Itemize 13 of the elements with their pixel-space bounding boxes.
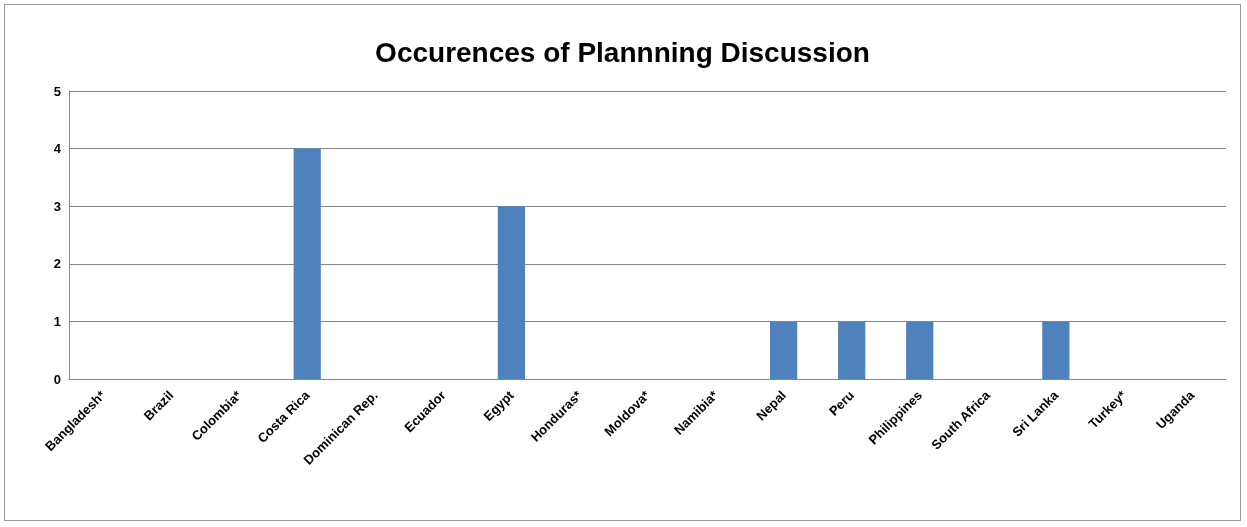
y-tick-label: 3 xyxy=(53,198,61,214)
y-tick-label: 4 xyxy=(53,141,62,157)
bar xyxy=(293,148,321,379)
y-tick-label: 0 xyxy=(53,371,61,387)
bar xyxy=(906,321,934,379)
chart-title: Occurences of Plannning Discussion xyxy=(375,36,870,68)
bar xyxy=(770,321,798,379)
bar xyxy=(838,321,866,379)
bar xyxy=(497,206,525,379)
y-tick-label: 5 xyxy=(53,83,61,99)
y-tick-label: 1 xyxy=(53,313,61,329)
bar xyxy=(1042,321,1070,379)
y-tick-label: 2 xyxy=(53,256,61,272)
